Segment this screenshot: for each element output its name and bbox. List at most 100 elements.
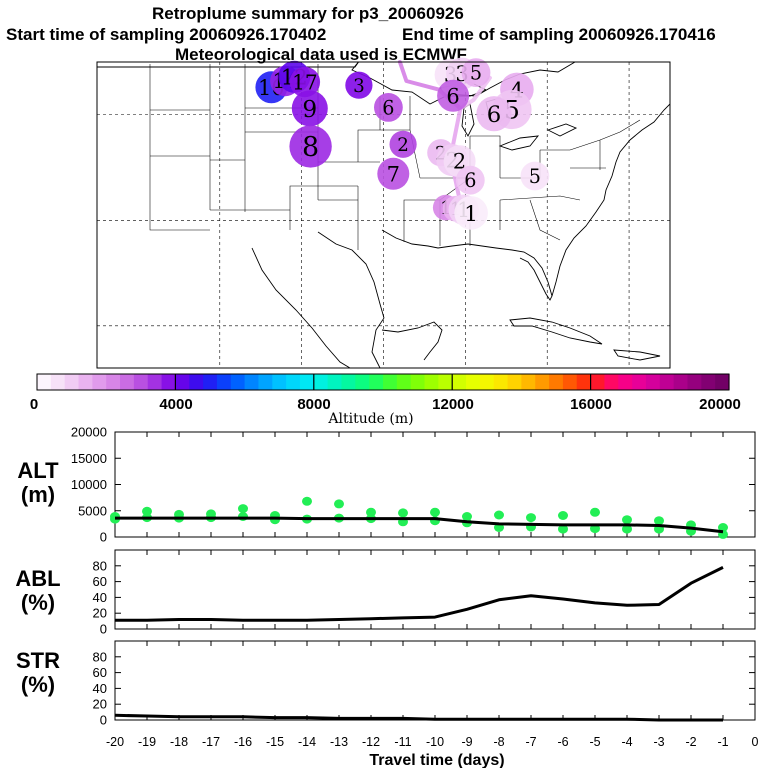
scatter-point bbox=[654, 516, 664, 526]
colorbar-swatches bbox=[37, 374, 730, 390]
colorbar-swatch bbox=[604, 374, 619, 390]
colorbar-swatch bbox=[216, 374, 232, 390]
x-tick-label: -16 bbox=[234, 735, 252, 749]
y-tick-label: 20000 bbox=[71, 425, 107, 440]
colorbar-swatch bbox=[618, 374, 633, 390]
colorbar-swatch bbox=[92, 374, 107, 390]
abl-label: ABL bbox=[15, 566, 60, 591]
plume-day-label: 6 bbox=[464, 169, 476, 192]
x-tick-label: -10 bbox=[426, 735, 444, 749]
x-axis-title: Travel time (days) bbox=[369, 752, 504, 768]
x-tick-label: -7 bbox=[525, 735, 536, 749]
scatter-point bbox=[494, 510, 504, 520]
scatter-point bbox=[206, 509, 216, 519]
colorbar-swatch bbox=[383, 374, 398, 390]
colorbar-swatch bbox=[272, 374, 287, 390]
colorbar-swatch bbox=[507, 374, 522, 390]
plume-circle bbox=[289, 66, 321, 98]
alt-panel: 0 5000 10000 15000 20000 bbox=[71, 425, 756, 545]
colorbar-title: Altitude (m) bbox=[327, 411, 413, 427]
y-tick-label: 40 bbox=[93, 681, 107, 696]
x-tick-label: -13 bbox=[330, 735, 348, 749]
scatter-point bbox=[398, 508, 408, 518]
plume-day-label: 17 bbox=[292, 70, 318, 94]
plume-marker: 17 bbox=[289, 66, 321, 98]
y-tick-label: 10000 bbox=[71, 477, 107, 492]
y-tick-label: 20 bbox=[93, 606, 107, 621]
colorbar-swatch bbox=[396, 374, 412, 390]
colorbar-swatch bbox=[701, 374, 716, 390]
scatter-point bbox=[366, 507, 376, 517]
colorbar: 0 4000 8000 12000 16000 20000 Altitude (… bbox=[30, 373, 741, 427]
plume-marker: 6 bbox=[437, 79, 470, 112]
scatter-point bbox=[302, 496, 312, 506]
x-tick-label: -5 bbox=[589, 735, 600, 749]
plume-day-label: 6 bbox=[382, 96, 394, 119]
mexico-coast bbox=[251, 247, 443, 368]
colorbar-swatch bbox=[258, 374, 273, 390]
y-tick-label: 0 bbox=[100, 530, 107, 545]
alt-series-line bbox=[115, 516, 724, 534]
colorbar-swatch bbox=[133, 374, 149, 390]
plume-marker: 6 bbox=[476, 96, 512, 132]
plume-circle bbox=[461, 58, 491, 87]
scatter-point bbox=[558, 524, 568, 534]
state-borders bbox=[149, 64, 641, 250]
plume-circle bbox=[455, 165, 485, 195]
y-tick-label: 0 bbox=[100, 622, 107, 637]
plume-circle bbox=[520, 161, 550, 191]
x-tick-label: -4 bbox=[621, 735, 632, 749]
plume-markers: 101412173986273356456522261111 bbox=[255, 57, 550, 230]
plume-circle bbox=[374, 93, 403, 122]
colorbar-swatch bbox=[410, 374, 426, 390]
y-tick-label: 60 bbox=[93, 574, 107, 589]
start-time-label: Start time of sampling 20060926.170402 bbox=[6, 25, 327, 44]
colorbar-swatch bbox=[230, 374, 246, 390]
colorbar-swatch bbox=[286, 374, 301, 390]
colorbar-swatch bbox=[37, 374, 52, 390]
str-frame bbox=[114, 640, 756, 721]
scatter-point bbox=[142, 506, 152, 516]
y-tick-label: 5000 bbox=[78, 503, 107, 518]
colorbar-tick-label: 0 bbox=[30, 396, 38, 413]
colorbar-frame bbox=[36, 373, 730, 391]
chart-title: Retroplume summary for p3_20060926 bbox=[152, 4, 464, 23]
scatter-point bbox=[718, 523, 728, 532]
plume-day-label: 7 bbox=[387, 162, 400, 186]
colorbar-swatch bbox=[106, 374, 121, 390]
abl-unit-label: (%) bbox=[21, 590, 55, 615]
x-tick-label: -2 bbox=[685, 735, 696, 749]
y-tick-label: 15000 bbox=[71, 451, 107, 466]
colorbar-swatch bbox=[78, 374, 93, 390]
colorbar-swatch bbox=[175, 374, 190, 390]
colorbar-swatch bbox=[161, 374, 176, 390]
x-tick-label: -12 bbox=[362, 735, 380, 749]
str-label: STR bbox=[16, 648, 60, 673]
str-series-line bbox=[114, 713, 723, 722]
plume-day-label: 9 bbox=[302, 96, 317, 123]
colorbar-swatch bbox=[715, 374, 730, 390]
colorbar-swatch bbox=[479, 374, 495, 390]
scatter-point bbox=[558, 511, 568, 520]
x-tick-label: -8 bbox=[493, 735, 504, 749]
colorbar-swatch bbox=[189, 374, 204, 390]
y-tick-label: 80 bbox=[93, 558, 107, 573]
gulf-coast bbox=[317, 229, 553, 368]
colorbar-swatch bbox=[452, 374, 467, 390]
plume-day-label: 5 bbox=[470, 62, 482, 85]
scatter-point bbox=[622, 524, 632, 534]
plume-marker: 3 bbox=[345, 71, 373, 99]
colorbar-swatch bbox=[64, 374, 80, 390]
map-frame bbox=[96, 61, 671, 369]
plume-day-label: 6 bbox=[446, 84, 459, 108]
colorbar-swatch bbox=[438, 374, 453, 390]
plume-day-label: 5 bbox=[529, 165, 541, 188]
plume-marker: 6 bbox=[374, 93, 403, 122]
colorbar-swatch bbox=[645, 374, 661, 390]
x-tick-label: -3 bbox=[653, 735, 664, 749]
plume-circle bbox=[289, 125, 332, 168]
colorbar-swatch bbox=[147, 374, 163, 390]
